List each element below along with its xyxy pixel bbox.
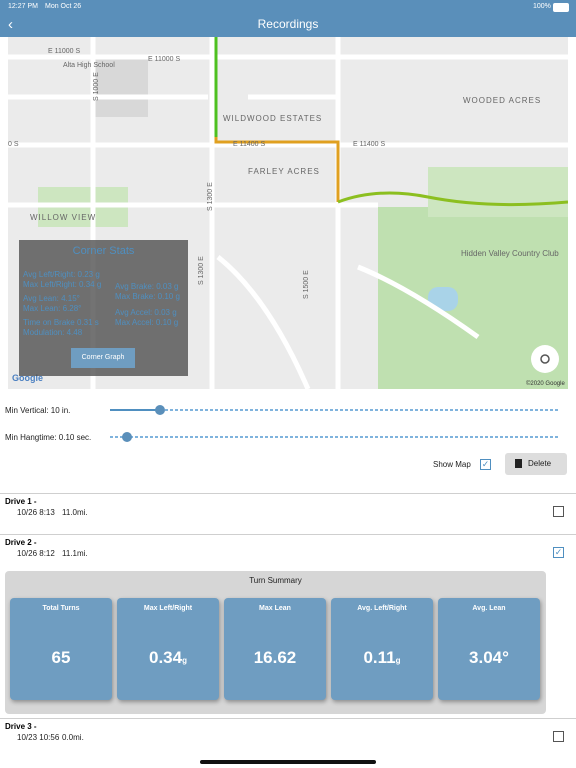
map-copyright: ©2020 Google <box>526 380 565 387</box>
divider <box>0 493 576 494</box>
turn-summary-title: Turn Summary <box>249 576 302 585</box>
slider-thumb[interactable] <box>122 432 132 442</box>
stat-text: Avg Left/Right: 0.23 g <box>23 270 100 279</box>
status-date: Mon Oct 26 <box>45 3 82 10</box>
stat-text: Max Lean: 6.28° <box>23 304 82 313</box>
map-attribution: Google <box>12 373 43 383</box>
tile-label: Avg. Left/Right <box>357 605 407 612</box>
tile-number: 0.34 <box>149 648 183 667</box>
map-label: S 1300 E <box>207 182 214 211</box>
drive-distance: 11.0mi. <box>62 508 88 517</box>
drive-name: Drive 3 - <box>5 722 37 731</box>
stat-text: Max Accel: 0.10 g <box>115 318 179 327</box>
drive-date: 10/26 8:13 <box>17 508 55 517</box>
tile-number: 3.04° <box>469 648 509 667</box>
nav-bar <box>0 0 576 37</box>
drive-name: Drive 2 - <box>5 538 37 547</box>
tile-number: 0.11 <box>363 648 396 667</box>
stat-text: Avg Lean: 4.15° <box>23 294 80 303</box>
map-label: S 1300 E <box>198 256 205 285</box>
map-label: S 1500 E <box>303 270 310 299</box>
stat-text: Max Left/Right: 0.34 g <box>23 280 102 289</box>
show-map-checkbox[interactable]: ✓ <box>480 459 491 470</box>
show-map-label: Show Map <box>433 460 471 469</box>
map-label: E 11400 S <box>353 141 386 148</box>
map-label: E 11400 S <box>233 141 266 148</box>
divider <box>0 718 576 719</box>
tile-value: 16.62 <box>224 648 326 668</box>
drive-name: Drive 1 - <box>5 497 37 506</box>
summary-tile: Avg. Left/Right 0.11g <box>331 598 433 700</box>
drive-checkbox[interactable] <box>553 506 564 517</box>
tile-value: 65 <box>10 648 112 668</box>
nav-title: Recordings <box>257 17 319 31</box>
map-label: E 11000 S <box>48 48 81 55</box>
drive-date: 10/26 8:12 <box>17 549 55 558</box>
tile-unit: g <box>395 656 401 665</box>
tile-value: 0.34g <box>117 648 219 668</box>
back-button[interactable]: ‹ <box>8 16 13 33</box>
tile-number: 65 <box>51 648 71 667</box>
tile-label: Total Turns <box>42 605 80 612</box>
summary-tile: Max Lean 16.62 <box>224 598 326 700</box>
summary-tile: Max Left/Right 0.34g <box>117 598 219 700</box>
tile-label: Avg. Lean <box>472 605 506 612</box>
drive-date: 10/23 10:56 <box>17 733 60 742</box>
stat-text: Avg Accel: 0.03 g <box>115 308 177 317</box>
map-label: E 11000 S <box>148 56 181 63</box>
summary-tile: Avg. Lean 3.04° <box>438 598 540 700</box>
home-indicator <box>200 760 376 764</box>
tile-unit: g <box>182 656 187 665</box>
min-vertical-label: Min Vertical: 10 in. <box>5 406 71 415</box>
status-time: 12:27 PM <box>8 3 38 10</box>
drive-distance: 11.1mi. <box>62 549 88 558</box>
tile-value: 0.11g <box>331 648 433 668</box>
map-label: WILLOW VIEW <box>30 213 96 222</box>
min-hangtime-label: Min Hangtime: 0.10 sec. <box>5 433 92 442</box>
stat-text: Time on Brake 0.31 s <box>23 318 99 327</box>
map-label: 0 S <box>8 141 19 148</box>
map-label: S 1000 E <box>93 72 100 101</box>
drive-distance: 0.0mi. <box>62 733 84 742</box>
map-label: Alta High School <box>63 62 115 69</box>
delete-button[interactable]: Delete <box>505 453 567 475</box>
divider <box>0 534 576 535</box>
slider-thumb[interactable] <box>155 405 165 415</box>
tile-number: 16.62 <box>253 648 297 667</box>
corner-graph-button[interactable]: Corner Graph <box>71 348 135 368</box>
tile-label: Max Left/Right <box>143 605 193 612</box>
map-label: FARLEY ACRES <box>248 167 320 176</box>
tile-label: Max Lean <box>259 605 291 612</box>
corner-stats: Corner Stats Corner Graph Avg Left/Right… <box>19 240 188 376</box>
map-label: WILDWOOD ESTATES <box>223 114 322 123</box>
battery: 100% <box>533 3 551 10</box>
slider-fill <box>110 409 160 411</box>
stat-text: Avg Brake: 0.03 g <box>115 282 179 291</box>
slider-track <box>110 436 558 438</box>
stat-text: Modulation: 4.48 <box>23 328 83 337</box>
map-label: Hidden Valley Country Club <box>461 249 559 258</box>
stat-text: Max Brake: 0.10 g <box>115 292 180 301</box>
battery-icon <box>553 3 569 12</box>
tile-value: 3.04° <box>438 648 540 668</box>
summary-tile: Total Turns 65 <box>10 598 112 700</box>
drive-checkbox[interactable] <box>553 731 564 742</box>
corner-stats-title: Corner Stats <box>72 245 135 257</box>
map-label: WOODED ACRES <box>463 96 541 105</box>
drive-checkbox[interactable]: ✓ <box>553 547 564 558</box>
slider-track <box>110 409 558 411</box>
